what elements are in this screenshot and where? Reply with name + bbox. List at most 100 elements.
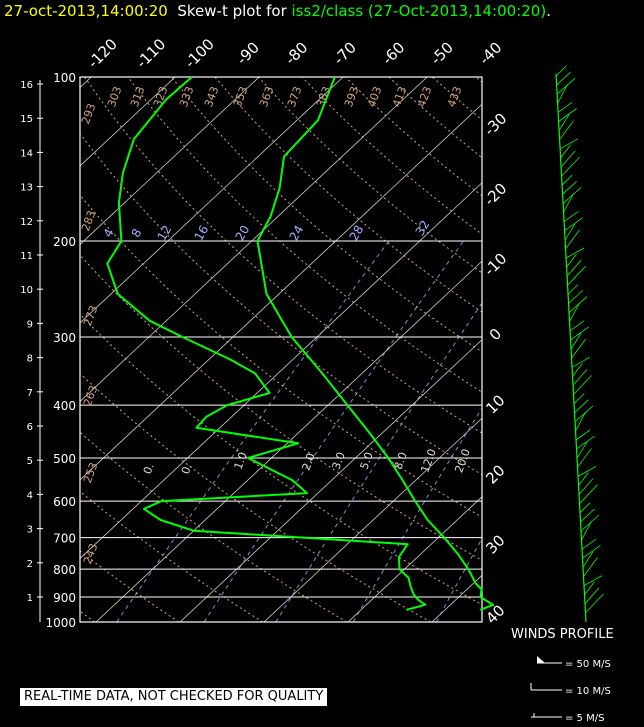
height-tick-label: 2 <box>27 559 33 570</box>
dry-adiabat-label: 253 <box>81 461 100 485</box>
lower-scale-label: 5.0 <box>358 450 376 471</box>
wind-barb <box>574 399 589 413</box>
wind-barb <box>570 326 589 341</box>
dry-adiabat <box>0 77 11 622</box>
plot-frame <box>79 76 483 623</box>
top-temperature-label: -50 <box>427 38 457 68</box>
wind-barb <box>557 102 573 113</box>
dry-adiabat-label: 373 <box>285 85 304 109</box>
title-datetime: 27-oct-2013,14:00:20 <box>4 2 168 20</box>
dry-adiabat <box>432 77 482 121</box>
mixing-ratio-line <box>621 241 644 622</box>
wind-barb <box>566 253 577 268</box>
wind-barb <box>559 138 579 150</box>
plot-area <box>0 77 644 622</box>
wind-barb <box>580 508 595 523</box>
height-tick-label: 9 <box>27 319 33 330</box>
lower-scale-label: 1.0 <box>232 450 250 471</box>
wind-barb <box>555 65 567 77</box>
wind-barb <box>567 266 586 286</box>
mixing-ratio-line <box>203 240 464 622</box>
wind-barb <box>578 472 589 486</box>
wind-barb <box>575 429 591 441</box>
wind-barb <box>560 144 571 159</box>
dry-adiabat <box>80 490 263 622</box>
right-temperature-label: 0 <box>486 325 505 344</box>
mixing-ratio-line <box>602 241 644 622</box>
wind-barb <box>581 538 597 550</box>
height-tick-label: 15 <box>20 114 33 125</box>
dry-adiabat <box>127 77 482 393</box>
lower-scale-label: 3.0 <box>330 450 348 471</box>
height-tick-label: 10 <box>20 285 33 296</box>
pressure-tick-label: 400 <box>53 399 76 413</box>
pressure-tick-label: 500 <box>53 452 76 466</box>
isotherm <box>516 77 644 622</box>
height-tick-label: 3 <box>27 525 33 536</box>
dry-adiabat-label: 303 <box>105 85 124 109</box>
mixing-ratio-label: 16 <box>192 223 212 243</box>
wind-barb <box>570 332 582 350</box>
right-temperature-label: -10 <box>480 249 510 279</box>
pressure-tick-label: 300 <box>53 331 76 345</box>
wind-barb <box>567 284 579 295</box>
height-tick-label: 8 <box>27 354 33 365</box>
mixing-ratio-label: 24 <box>287 223 307 243</box>
wind-barb <box>568 296 588 313</box>
wind-barb <box>583 557 598 577</box>
isotherm <box>0 77 7 622</box>
height-tick-label: 16 <box>20 80 33 91</box>
wind-barb <box>584 581 595 595</box>
wind-barb <box>579 502 591 514</box>
isotherm <box>263 417 482 622</box>
wind-barb <box>558 114 570 131</box>
isotherm <box>80 77 428 402</box>
right-temperature-label: 20 <box>482 461 508 487</box>
wind-barb <box>582 551 594 568</box>
wind-barb <box>563 193 574 213</box>
wind-barb <box>568 290 583 304</box>
dry-adiabat <box>171 77 482 353</box>
wind-barb <box>561 174 573 186</box>
mixing-ratio-line <box>581 241 644 622</box>
dewpoint-profile-line <box>106 76 427 611</box>
dry-adiabat-label: 363 <box>257 85 276 109</box>
wind-barb <box>558 108 577 122</box>
title-source: iss2/class (27-Oct-2013,14:00:20) <box>291 2 547 20</box>
right-temperature-label: 30 <box>482 531 508 557</box>
right-temperature-label: 40 <box>482 601 508 627</box>
dry-adiabat <box>80 313 482 606</box>
dry-adiabat <box>563 77 644 622</box>
wind-barb <box>564 217 583 232</box>
mixing-ratio-label: 32 <box>413 218 433 238</box>
mixing-ratio-label: 28 <box>347 223 367 243</box>
height-tick-label: 11 <box>20 251 33 262</box>
dry-adiabat-label: 393 <box>342 85 361 109</box>
mixing-ratio-label: 8 <box>129 226 145 240</box>
isotherm <box>80 77 344 324</box>
title-plot-label-text: Skew-t plot for <box>177 2 287 20</box>
dry-adiabat <box>80 132 482 476</box>
isotherm <box>80 77 260 245</box>
height-tick-label: 1 <box>27 593 33 604</box>
wind-barb <box>556 77 576 95</box>
top-temperature-label: -110 <box>133 35 170 72</box>
wind-barb <box>585 593 604 614</box>
height-tick-label: 14 <box>20 148 33 159</box>
right-temperature-label: -30 <box>480 109 510 139</box>
top-temperature-label: -120 <box>84 35 121 72</box>
dry-adiabat <box>214 77 482 313</box>
wind-barb <box>576 441 588 459</box>
pressure-tick-label: 1000 <box>45 616 76 630</box>
wind-legend-label: = 10 M/S <box>565 686 611 697</box>
wind-barb <box>560 150 576 168</box>
wind-barb <box>556 71 571 86</box>
wind-barb <box>565 247 585 259</box>
dry-adiabat <box>388 77 482 159</box>
wind-barb <box>579 484 598 504</box>
wind-barb <box>561 156 580 177</box>
dry-adiabat-label: 263 <box>81 384 100 408</box>
dry-adiabat-label: 283 <box>79 209 98 233</box>
wind-barb <box>573 393 585 404</box>
wind-barb <box>578 478 594 495</box>
